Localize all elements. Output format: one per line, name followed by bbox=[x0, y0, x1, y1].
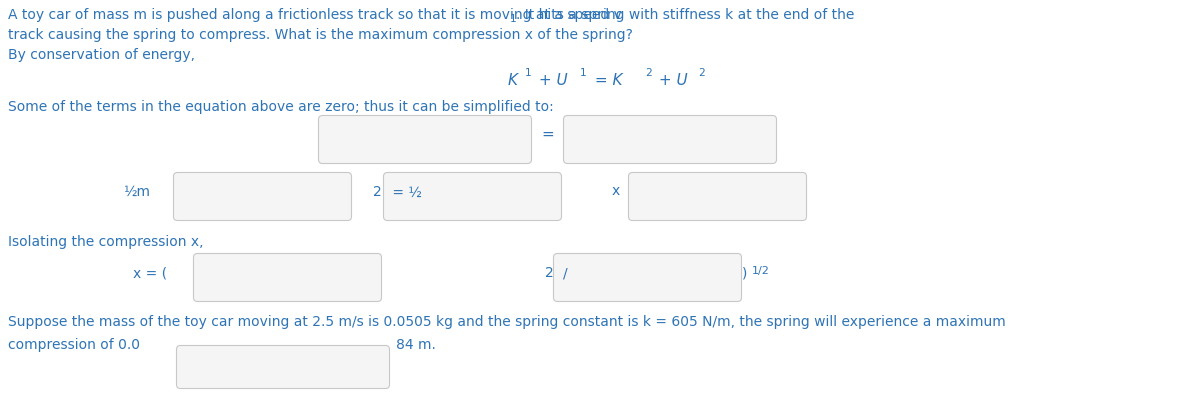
Text: Suppose the mass of the toy car moving at 2.5 m/s is 0.0505 kg and the spring co: Suppose the mass of the toy car moving a… bbox=[8, 314, 1006, 328]
FancyBboxPatch shape bbox=[629, 173, 806, 221]
Text: = ½: = ½ bbox=[388, 185, 422, 199]
Text: A toy car of mass m is pushed along a frictionless track so that it is moving at: A toy car of mass m is pushed along a fr… bbox=[8, 8, 622, 22]
Text: 1/2: 1/2 bbox=[752, 265, 770, 275]
Text: + U: + U bbox=[654, 73, 688, 88]
Text: 1: 1 bbox=[510, 14, 517, 24]
Text: x = (: x = ( bbox=[133, 266, 167, 280]
FancyBboxPatch shape bbox=[384, 173, 562, 221]
FancyBboxPatch shape bbox=[318, 116, 532, 164]
FancyBboxPatch shape bbox=[553, 254, 742, 302]
Text: =: = bbox=[541, 127, 554, 142]
FancyBboxPatch shape bbox=[176, 345, 390, 388]
Text: x: x bbox=[612, 184, 620, 198]
Text: 2: 2 bbox=[646, 68, 652, 78]
Text: /: / bbox=[563, 266, 568, 280]
Text: Isolating the compression x,: Isolating the compression x, bbox=[8, 234, 204, 248]
FancyBboxPatch shape bbox=[193, 254, 382, 302]
Text: K: K bbox=[508, 73, 518, 88]
Text: 2: 2 bbox=[545, 265, 553, 279]
Text: Some of the terms in the equation above are zero; thus it can be simplified to:: Some of the terms in the equation above … bbox=[8, 100, 553, 114]
Text: 2: 2 bbox=[698, 68, 704, 78]
Text: 1: 1 bbox=[526, 68, 532, 78]
Text: 84 m.: 84 m. bbox=[396, 337, 436, 351]
Text: ): ) bbox=[742, 266, 748, 280]
Text: compression of 0.0: compression of 0.0 bbox=[8, 337, 140, 351]
Text: track causing the spring to compress. What is the maximum compression x of the s: track causing the spring to compress. Wh… bbox=[8, 28, 632, 42]
Text: By conservation of energy,: By conservation of energy, bbox=[8, 48, 194, 62]
Text: ½m: ½m bbox=[124, 184, 150, 198]
FancyBboxPatch shape bbox=[564, 116, 776, 164]
Text: 1: 1 bbox=[580, 68, 587, 78]
Text: . It hits a spring with stiffness k at the end of the: . It hits a spring with stiffness k at t… bbox=[516, 8, 854, 22]
FancyBboxPatch shape bbox=[174, 173, 352, 221]
Text: 2: 2 bbox=[373, 185, 382, 198]
Text: + U: + U bbox=[534, 73, 568, 88]
Text: = K: = K bbox=[590, 73, 623, 88]
